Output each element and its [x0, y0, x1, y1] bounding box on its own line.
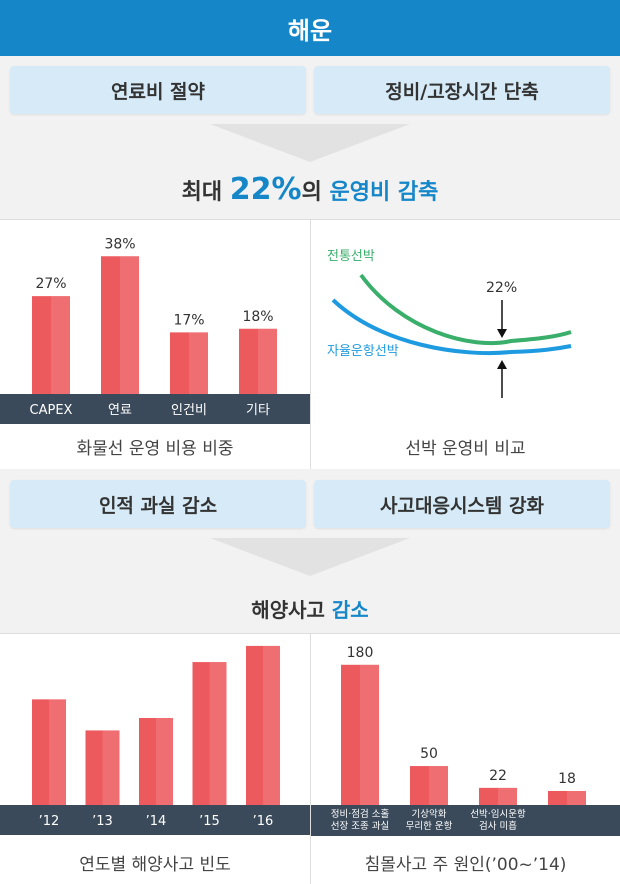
tick-label: 인건비 — [171, 403, 207, 418]
series-label-traditional: 전통선박 — [327, 249, 375, 264]
bar-highlight — [156, 718, 173, 805]
page-header: 해운 — [0, 0, 620, 56]
autonomous-ship-curve — [331, 298, 572, 356]
tick-label: CAPEX — [30, 403, 73, 418]
bar-highlight — [102, 730, 120, 805]
headline-1-accent: 운영비 감축 — [329, 180, 439, 205]
pill-fuel-saving-label: 연료비 절약 — [110, 80, 205, 103]
tick-label: ’16 — [253, 814, 274, 829]
down-arrow-head — [497, 329, 507, 338]
tick-label: ’14 — [146, 814, 167, 829]
traditional-ship-curve — [359, 273, 572, 346]
up-arrow-head — [497, 360, 507, 369]
tick-label: ’13 — [92, 814, 113, 829]
saving-annotation: 22% — [486, 280, 517, 296]
tick-label: 선박·임시운항 — [470, 808, 526, 820]
pill-maintenance-label: 정비/고장시간 단축 — [385, 80, 539, 103]
x-axis-band — [311, 805, 620, 836]
pill-response-system: 사고대응시스템 강화 — [314, 480, 610, 528]
funnel-arrow-2 — [210, 538, 410, 576]
tick-label: 연료 — [108, 403, 132, 418]
headline-1: 최대 22%의 운영비 감축 — [0, 172, 620, 207]
cost-share-bar-chart: 27% CAPEX 38% 연료 17% 인건비 18% 기타 — [0, 236, 310, 424]
bar — [341, 664, 379, 805]
bar — [548, 790, 586, 805]
data-label: 18% — [242, 309, 273, 325]
panel-divider-2 — [310, 633, 311, 884]
bar-highlight — [49, 699, 66, 805]
bar-highlight — [429, 766, 448, 805]
data-label: 17% — [173, 312, 204, 328]
pill-human-error-label: 인적 과실 감소 — [98, 494, 218, 517]
tick-label: 검사 미흡 — [479, 820, 517, 832]
bar — [170, 332, 208, 394]
bar-highlight — [189, 332, 208, 394]
headline-2: 해양사고 감소 — [0, 594, 620, 623]
tick-label: 기타 — [246, 403, 270, 418]
headline-1-mid: 의 — [301, 180, 330, 205]
data-label: 38% — [104, 236, 135, 252]
tick-label: 기상악화 — [412, 808, 447, 820]
pill-response-system-label: 사고대응시스템 강화 — [380, 494, 544, 517]
bar — [239, 328, 277, 394]
bar-highlight — [120, 256, 139, 394]
bar — [32, 699, 66, 805]
panel-divider-1 — [310, 219, 311, 469]
pill-maintenance: 정비/고장시간 단축 — [314, 66, 610, 114]
panel-top-border-1 — [0, 219, 620, 220]
yearly-accident-bar-chart: ’12 ’13 ’14 ’15 ’16 — [0, 645, 310, 835]
bar-highlight — [360, 664, 379, 805]
tick-label: 무리한 운항 — [406, 821, 453, 832]
data-label: 180 — [347, 645, 374, 661]
header-title: 해운 — [287, 16, 333, 45]
cost-share-chart-title: 화물선 운영 비용 비중 — [76, 439, 234, 459]
bar — [410, 766, 448, 805]
tick-label: 정비·점검 소홀 — [331, 808, 390, 820]
headline-2-pre: 해양사고 — [251, 598, 332, 622]
operating-cost-chart-title: 선박 운영비 비교 — [405, 439, 526, 459]
bar — [192, 662, 227, 805]
yearly-accident-chart-title: 연도별 해양사고 빈도 — [79, 855, 231, 875]
tick-label: ’12 — [39, 814, 60, 829]
bar — [32, 296, 70, 394]
headline-1-number: 22% — [229, 172, 302, 207]
data-label: 27% — [35, 276, 66, 292]
tick-label: ’15 — [199, 814, 220, 829]
pill-human-error: 인적 과실 감소 — [10, 480, 306, 528]
pill-fuel-saving: 연료비 절약 — [10, 66, 306, 114]
bar-highlight — [263, 645, 280, 805]
bar — [139, 718, 173, 805]
headline-2-accent: 감소 — [331, 598, 369, 622]
series-label-autonomous: 자율운항선박 — [327, 344, 399, 359]
bar-highlight — [258, 328, 277, 394]
x-axis-band — [0, 805, 310, 835]
data-label: 22 — [489, 768, 507, 784]
data-label: 50 — [420, 746, 438, 762]
bar-highlight — [498, 787, 517, 805]
bar-highlight — [567, 790, 586, 805]
bar — [101, 256, 139, 394]
x-axis-band — [0, 394, 310, 424]
operating-cost-comparison-chart: 전통선박 자율운항선박 22% — [327, 249, 572, 398]
data-label: 18 — [558, 771, 576, 787]
tick-label: 선장 조종 과실 — [331, 821, 389, 832]
bar — [479, 787, 517, 805]
bar — [85, 730, 120, 805]
bar-highlight — [209, 662, 227, 805]
sinking-cause-chart-title: 침몰사고 주 원인(’00~’14) — [364, 855, 567, 875]
headline-1-pre: 최대 — [181, 180, 230, 205]
bar-highlight — [51, 296, 70, 394]
bar — [246, 645, 280, 805]
funnel-arrow-1 — [210, 124, 410, 162]
